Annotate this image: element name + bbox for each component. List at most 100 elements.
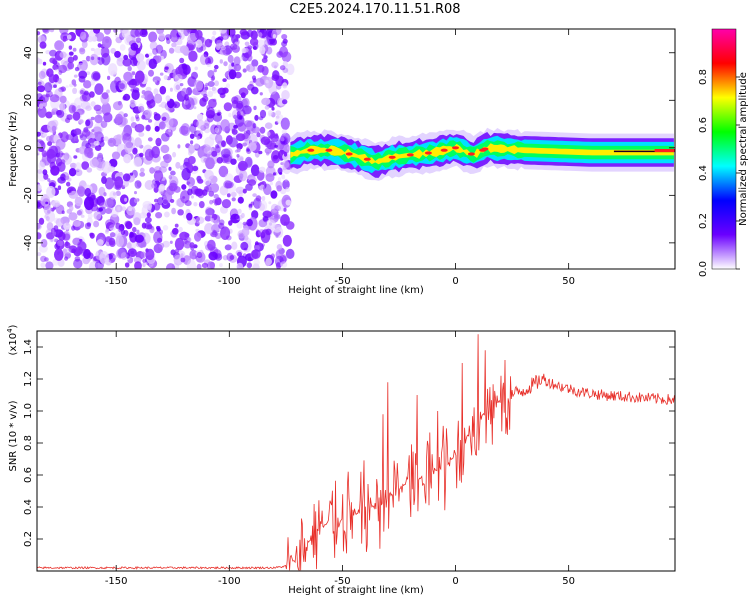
noise-blob [89, 232, 94, 237]
y-tick-label: 0 [23, 145, 34, 151]
noise-blob [133, 156, 143, 168]
noise-blob [99, 60, 103, 66]
x-tick-label: -100 [218, 576, 241, 587]
noise-blob [38, 103, 44, 109]
noise-blob [282, 160, 290, 169]
noise-blob [258, 166, 266, 173]
signal-peak [424, 151, 432, 155]
noise-blob [251, 249, 261, 259]
noise-blob [256, 39, 266, 49]
y-tick-label: 20 [23, 94, 34, 107]
noise-blob [147, 137, 153, 142]
noise-blob [99, 251, 110, 265]
noise-blob [93, 29, 101, 34]
noise-blob [44, 257, 49, 262]
noise-blob [80, 101, 91, 110]
noise-blob [206, 63, 211, 67]
noise-blob [207, 81, 215, 87]
noise-blob [161, 133, 170, 142]
figure-title: C2E5.2024.170.11.51.R08 [289, 2, 461, 17]
noise-blob [140, 167, 145, 173]
noise-blob [270, 190, 278, 199]
noise-blob [138, 132, 145, 137]
noise-blob [280, 214, 290, 226]
noise-blob [39, 41, 47, 49]
noise-blob [248, 206, 253, 211]
snr-plot-area [37, 334, 675, 571]
noise-blob [123, 93, 131, 101]
noise-blob [124, 197, 128, 202]
noise-blob [198, 201, 205, 209]
noise-blob [219, 29, 227, 34]
noise-blob [65, 85, 69, 88]
noise-blob [59, 95, 67, 104]
noise-blob [119, 44, 126, 51]
noise-blob [155, 55, 162, 63]
noise-blob [254, 114, 259, 121]
signal-peak [440, 148, 448, 152]
noise-blob [283, 207, 287, 212]
noise-blob [227, 54, 234, 63]
noise-blob [37, 201, 41, 208]
noise-blob [148, 119, 153, 123]
noise-blob [212, 87, 218, 94]
noise-blob [172, 151, 177, 158]
noise-blob [284, 178, 288, 182]
noise-blob [261, 97, 271, 106]
noise-blob [204, 177, 211, 186]
noise-blob [60, 32, 70, 42]
noise-blob [142, 258, 147, 263]
noise-blob [210, 76, 215, 82]
noise-blob [61, 159, 66, 165]
noise-blob [51, 111, 55, 115]
noise-blob [246, 262, 252, 269]
noise-blob [203, 51, 209, 58]
noise-blob [275, 262, 282, 269]
noise-blob [134, 261, 142, 269]
noise-blob [80, 214, 85, 218]
noise-blob [62, 248, 67, 254]
noise-blob [184, 200, 192, 207]
noise-blob [242, 142, 248, 147]
noise-blob [274, 121, 279, 125]
noise-blob [207, 70, 215, 78]
noise-blob [169, 87, 173, 92]
noise-blob [223, 180, 233, 189]
noise-blob [67, 56, 75, 64]
noise-blob [168, 166, 172, 171]
noise-blob [83, 147, 94, 158]
noise-blob [179, 165, 185, 171]
noise-blob [38, 147, 42, 152]
noise-blob [122, 173, 131, 182]
noise-blob [64, 241, 71, 249]
noise-blob [94, 83, 104, 95]
noise-blob [84, 196, 94, 211]
noise-blob [101, 92, 109, 100]
x-tick-label: -50 [334, 276, 350, 287]
y-tick-label: 0.6 [23, 467, 34, 483]
noise-blob [139, 172, 146, 177]
noise-blob [131, 89, 140, 101]
noise-blob [68, 104, 76, 114]
noise-blob [159, 72, 164, 76]
noise-blob [42, 169, 48, 176]
noise-blob [196, 251, 203, 259]
noise-blob [113, 29, 118, 33]
noise-blob [246, 63, 256, 73]
noise-blob [155, 137, 162, 147]
noise-blob [127, 248, 137, 257]
noise-blob [78, 70, 88, 79]
noise-blob [102, 36, 112, 49]
noise-blob [230, 43, 238, 50]
noise-blob [285, 248, 295, 259]
signal-peak [467, 152, 475, 156]
noise-blob [60, 59, 66, 66]
snr-multiplier-close: ) [8, 324, 19, 328]
noise-blob [47, 141, 53, 147]
noise-blob [282, 179, 290, 190]
y-tick-label: 1.4 [23, 339, 34, 355]
noise-blob [73, 83, 77, 87]
spectrogram-heatmap [37, 29, 675, 269]
noise-blob [93, 140, 100, 146]
noise-blob [220, 45, 226, 51]
